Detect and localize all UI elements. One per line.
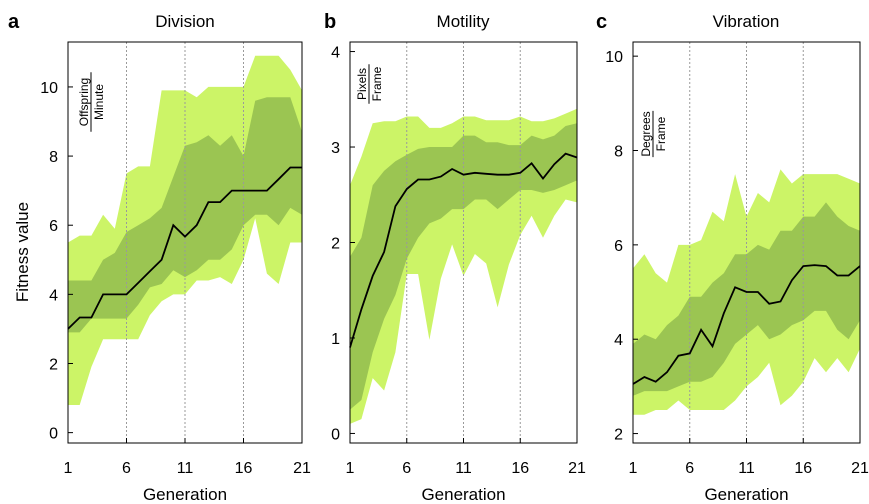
- x-tick-label: 16: [511, 460, 529, 477]
- unit-fraction: Offspring Minute: [77, 72, 106, 132]
- y-tick-label: 2: [614, 427, 623, 444]
- y-tick-label: 4: [49, 287, 58, 304]
- unit-numerator: Degrees: [639, 111, 653, 156]
- y-tick-label: 8: [49, 149, 58, 166]
- x-tick-label: 16: [235, 460, 253, 477]
- unit-fraction: Degrees Frame: [639, 110, 668, 158]
- x-tick-label: 1: [629, 460, 638, 477]
- y-tick-label: 4: [614, 332, 623, 349]
- y-axis-label: Fitness value: [13, 202, 32, 302]
- x-tick-label: 6: [685, 460, 694, 477]
- unit-fraction: Pixels Frame: [355, 64, 384, 104]
- x-tick-label: 21: [293, 460, 311, 477]
- y-tick-label: 8: [614, 144, 623, 161]
- x-tick-label: 11: [455, 460, 472, 477]
- median-line-a: [67, 166, 302, 330]
- x-tick-label: 1: [346, 460, 355, 477]
- unit-denominator: Minute: [92, 84, 106, 120]
- x-tick-label: 16: [794, 460, 812, 477]
- y-tick-label: 6: [49, 218, 58, 235]
- y-tick-label: 4: [331, 45, 340, 62]
- panel-title: Motility: [437, 12, 490, 31]
- y-tick-label: 10: [605, 49, 623, 66]
- x-tick-label: 21: [568, 460, 586, 477]
- x-tick-label: 1: [64, 460, 73, 477]
- median-line-b: [349, 152, 578, 348]
- unit-denominator: Frame: [654, 116, 668, 151]
- y-tick-label: 3: [331, 140, 340, 157]
- x-tick-label: 11: [177, 460, 194, 477]
- unit-numerator: Pixels: [355, 68, 369, 100]
- x-axis-label: Generation: [421, 485, 505, 504]
- y-tick-label: 0: [331, 426, 340, 443]
- y-tick-label: 6: [614, 238, 623, 255]
- y-tick-label: 1: [331, 331, 340, 348]
- x-axis-label: Generation: [704, 485, 788, 504]
- median-line-c: [632, 264, 861, 385]
- panel-letter: c: [596, 11, 607, 33]
- x-tick-label: 21: [851, 460, 869, 477]
- panel-letter: b: [324, 11, 336, 33]
- y-tick-label: 2: [49, 356, 58, 373]
- unit-denominator: Frame: [370, 66, 384, 101]
- panel-letter: a: [8, 11, 20, 33]
- y-tick-label: 0: [49, 426, 58, 443]
- y-tick-label: 10: [40, 80, 58, 97]
- panel-title: Vibration: [713, 12, 780, 31]
- x-axis-label: Generation: [143, 485, 227, 504]
- unit-numerator: Offspring: [77, 78, 91, 126]
- x-tick-label: 11: [738, 460, 755, 477]
- panel-title: Division: [155, 12, 215, 31]
- x-tick-label: 6: [122, 460, 131, 477]
- x-tick-label: 6: [402, 460, 411, 477]
- y-tick-label: 2: [331, 236, 340, 253]
